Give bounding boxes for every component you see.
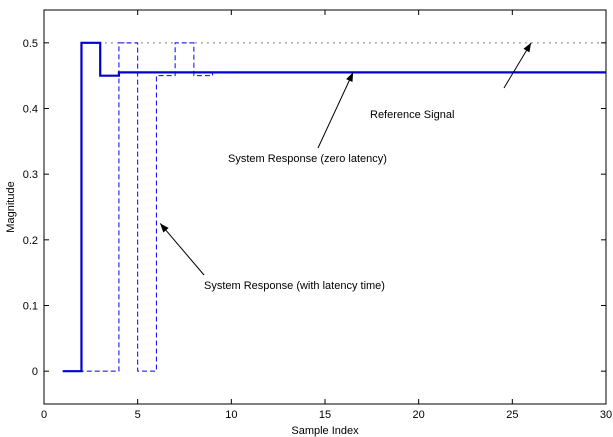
x-tick-label: 20 — [413, 409, 425, 421]
y-tick-label: 0.5 — [23, 38, 38, 50]
x-tick-label: 15 — [319, 409, 331, 421]
x-tick-label: 25 — [506, 409, 518, 421]
y-axis-label: Magnitude — [5, 181, 17, 232]
x-tick-label: 30 — [600, 409, 612, 421]
y-tick-label: 0.1 — [23, 301, 38, 313]
y-tick-label: 0.2 — [23, 235, 38, 247]
zero-latency-line — [62, 41, 606, 373]
with-latency-line — [62, 42, 232, 372]
y-tick-label: 0 — [32, 366, 38, 378]
y-tick-label: 0.4 — [23, 104, 38, 116]
annotation-arrow-with-latency — [159, 223, 205, 276]
annotation-with-latency: System Response (with latency time) — [204, 280, 385, 292]
annotation-arrow-zero-latency — [317, 72, 354, 149]
annotation-arrowhead-zero-latency — [346, 72, 354, 83]
x-tick-label: 5 — [135, 409, 141, 421]
annotation-arrowhead-with-latency — [160, 223, 169, 233]
x-axis-label: Sample Index — [291, 425, 359, 437]
axis-ticks: 0 5 10 15 20 25 30 0 0.1 0.2 0.3 0.4 0.5 — [23, 10, 612, 421]
series-lines — [62, 41, 606, 373]
annotations: Reference Signal System Response (zero l… — [159, 42, 532, 292]
y-tick-label: 0.3 — [23, 169, 38, 181]
x-tick-label: 10 — [225, 409, 237, 421]
annotation-zero-latency: System Response (zero latency) — [228, 153, 387, 165]
plot-area — [43, 9, 607, 405]
annotation-reference-signal: Reference Signal — [370, 109, 454, 121]
annotation-arrowhead-reference — [523, 42, 532, 53]
x-tick-label: 0 — [41, 409, 47, 421]
